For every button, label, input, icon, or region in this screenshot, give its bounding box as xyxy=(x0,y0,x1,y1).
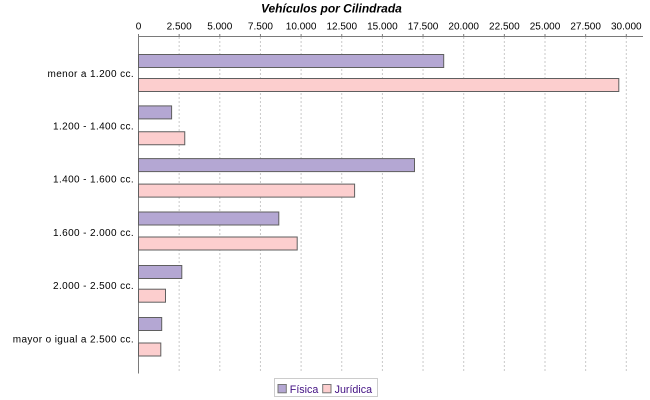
svg-text:15.000: 15.000 xyxy=(367,22,398,33)
svg-text:20.000: 20.000 xyxy=(448,22,479,33)
svg-text:1.200 - 1.400 cc.: 1.200 - 1.400 cc. xyxy=(53,122,134,133)
svg-text:2.500: 2.500 xyxy=(167,22,192,33)
svg-text:5.000: 5.000 xyxy=(207,22,232,33)
svg-text:10.000: 10.000 xyxy=(286,22,317,33)
svg-text:22.500: 22.500 xyxy=(489,22,520,33)
svg-text:Física: Física xyxy=(290,384,319,396)
svg-text:1.600 - 2.000 cc.: 1.600 - 2.000 cc. xyxy=(53,228,134,239)
svg-text:Jurídica: Jurídica xyxy=(335,384,372,396)
svg-text:2.000 - 2.500 cc.: 2.000 - 2.500 cc. xyxy=(53,281,134,292)
svg-text:30.000: 30.000 xyxy=(611,22,642,33)
svg-text:27.500: 27.500 xyxy=(570,22,601,33)
svg-text:mayor o igual a 2.500 cc.: mayor o igual a 2.500 cc. xyxy=(13,334,134,345)
svg-text:0: 0 xyxy=(136,22,142,33)
svg-text:17.500: 17.500 xyxy=(408,22,439,33)
svg-text:Vehículos por Cilindrada: Vehículos por Cilindrada xyxy=(261,2,402,16)
svg-text:1.400 - 1.600 cc.: 1.400 - 1.600 cc. xyxy=(53,175,134,186)
svg-text:7.500: 7.500 xyxy=(248,22,273,33)
svg-text:25.000: 25.000 xyxy=(530,22,561,33)
svg-text:menor a 1.200 cc.: menor a 1.200 cc. xyxy=(47,69,134,80)
svg-text:12.500: 12.500 xyxy=(326,22,357,33)
